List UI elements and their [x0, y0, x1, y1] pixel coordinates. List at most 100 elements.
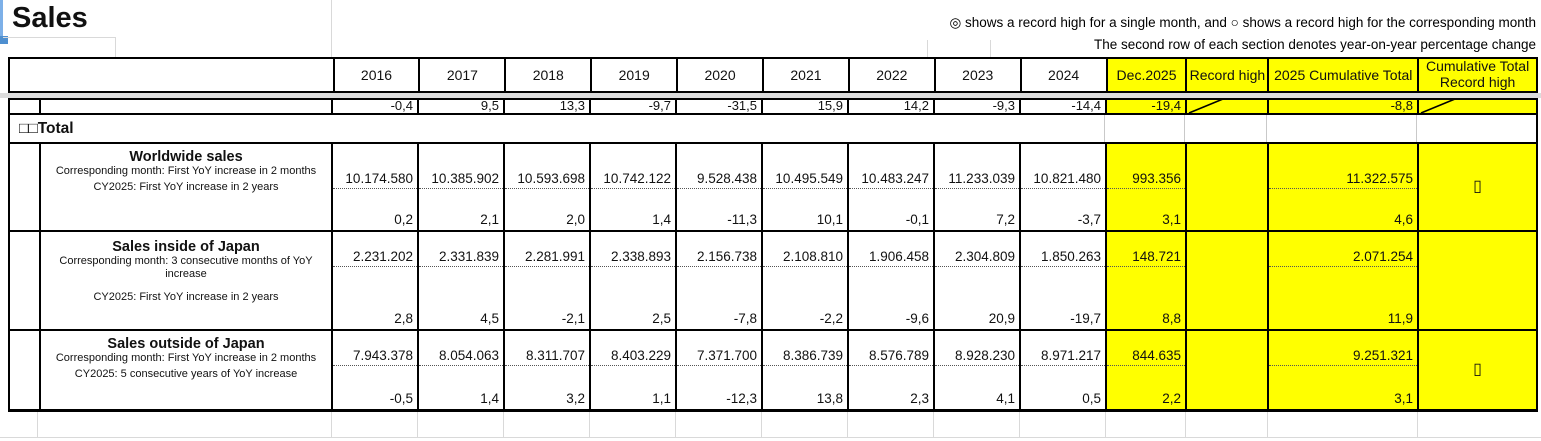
empty-cell[interactable] [1416, 115, 1535, 142]
empty-cell[interactable] [1184, 115, 1266, 142]
data-cell[interactable]: 10.385.902 2,1 [417, 144, 503, 230]
empty-cell[interactable] [1104, 115, 1184, 142]
dec-2025-cell[interactable]: 993.356 3,1 [1105, 144, 1185, 230]
yoy-value: -12,3 [726, 391, 757, 406]
yoy-cell[interactable]: -31,5 [675, 100, 761, 113]
cumulative-total-header[interactable]: 2025 Cumulative Total [1267, 59, 1418, 91]
dec-2025-cell[interactable]: 844.635 2,2 [1105, 331, 1185, 409]
gridline [927, 40, 928, 57]
data-cell[interactable]: 2.338.893 2,5 [589, 232, 675, 329]
value: 2.304.809 [935, 232, 1019, 267]
freeze-split-bar[interactable] [0, 93, 10, 98]
yoy-cell[interactable]: 13,3 [503, 100, 589, 113]
data-cell[interactable]: 10.742.122 1,4 [589, 144, 675, 230]
data-cell[interactable]: 2.304.809 20,9 [933, 232, 1019, 329]
yoy-value: -19,7 [1070, 311, 1101, 326]
yoy-value: 7,2 [996, 212, 1015, 227]
year-header[interactable]: 2022 [847, 59, 934, 91]
selection-handle[interactable] [0, 36, 8, 44]
yoy-value: 3,2 [566, 391, 585, 406]
narrow-cell[interactable] [10, 100, 39, 113]
record-high-header[interactable]: Record high [1185, 59, 1268, 91]
dec-yoy-cell[interactable]: -19,4 [1105, 100, 1185, 113]
record-high-cell[interactable] [1185, 331, 1267, 409]
year-header[interactable]: 2018 [504, 59, 590, 91]
label-cell[interactable] [39, 100, 331, 113]
data-cell[interactable]: 8.928.230 4,1 [933, 331, 1019, 409]
cumulative-total-cell[interactable]: 9.251.321 3,1 [1267, 331, 1417, 409]
data-cell[interactable]: 9.528.438 -11,3 [675, 144, 761, 230]
record-high-cell[interactable] [1185, 144, 1267, 230]
cumulative-record-high-header[interactable]: Cumulative Total Record high [1417, 59, 1536, 91]
table-row: Sales outside of Japan Corresponding mont… [10, 331, 1536, 409]
data-cell[interactable]: 2.108.810 -2,2 [761, 232, 847, 329]
data-cell[interactable]: 2.231.202 2,8 [331, 232, 417, 329]
row-label-cell[interactable]: Sales inside of Japan Corresponding month… [39, 232, 331, 329]
data-cell[interactable]: 10.821.480 -3,7 [1019, 144, 1105, 230]
yoy-cell[interactable]: 14,2 [847, 100, 933, 113]
yoy-value: 13,3 [559, 100, 585, 113]
row-label-cell[interactable]: Worldwide sales Corresponding month: Firs… [39, 144, 331, 230]
cum-record-high-cell[interactable]: ▯ [1417, 144, 1536, 230]
data-cell[interactable]: 10.495.549 10,1 [761, 144, 847, 230]
data-cell[interactable]: 8.576.789 2,3 [847, 331, 933, 409]
yoy-value: 2,1 [480, 212, 499, 227]
year-header[interactable]: 2017 [418, 59, 504, 91]
cum-record-cell[interactable] [1417, 100, 1536, 113]
year-header[interactable]: 2021 [762, 59, 848, 91]
data-cell[interactable]: 8.054.063 1,4 [417, 331, 503, 409]
year-header[interactable]: 2020 [676, 59, 762, 91]
data-cell[interactable]: 8.971.217 0,5 [1019, 331, 1105, 409]
value: 8.386.739 [763, 331, 847, 366]
narrow-cell[interactable] [10, 331, 39, 409]
gridline [1267, 412, 1268, 437]
yoy-cell[interactable]: 9,5 [417, 100, 503, 113]
year-header[interactable]: 2024 [1019, 59, 1106, 91]
value: 11.233.039 [935, 144, 1019, 189]
cumulative-total-cell[interactable]: 2.071.254 11,9 [1267, 232, 1417, 329]
data-cell[interactable]: 2.156.738 -7,8 [675, 232, 761, 329]
data-cell[interactable]: 8.311.707 3,2 [503, 331, 589, 409]
value: 2.338.893 [591, 232, 675, 267]
value: 844.635 [1107, 331, 1185, 366]
data-cell[interactable]: 2.331.839 4,5 [417, 232, 503, 329]
record-high-cell[interactable] [1185, 100, 1267, 113]
yoy-value: 4,1 [996, 391, 1015, 406]
yoy-cell[interactable]: -14,4 [1019, 100, 1105, 113]
data-cell[interactable]: 1.850.263 -19,7 [1019, 232, 1105, 329]
yoy-value: -2,2 [819, 311, 843, 326]
yoy-cell[interactable]: 15,9 [761, 100, 847, 113]
year-header[interactable]: 2023 [933, 59, 1020, 91]
gridline [1019, 412, 1020, 437]
data-cell[interactable]: 7.943.378 -0,5 [331, 331, 417, 409]
corner-cell[interactable] [10, 59, 333, 91]
cum-record-high-cell[interactable] [1417, 232, 1536, 329]
year-header[interactable]: 2019 [590, 59, 676, 91]
data-cell[interactable]: 7.371.700 -12,3 [675, 331, 761, 409]
data-cell[interactable]: 11.233.039 7,2 [933, 144, 1019, 230]
cum-record-high-cell[interactable]: ▯ [1417, 331, 1536, 409]
dec-2025-cell[interactable]: 148.721 8,8 [1105, 232, 1185, 329]
data-cell[interactable]: 10.593.698 2,0 [503, 144, 589, 230]
narrow-cell[interactable] [10, 144, 39, 230]
yoy-cell[interactable]: -0,4 [331, 100, 417, 113]
yoy-cell[interactable]: -9,3 [933, 100, 1019, 113]
narrow-cell[interactable] [10, 232, 39, 329]
data-cell[interactable]: 8.403.229 1,1 [589, 331, 675, 409]
empty-cell[interactable] [1266, 115, 1416, 142]
cumulative-total-cell[interactable]: 11.322.575 4,6 [1267, 144, 1417, 230]
year-header[interactable]: 2016 [332, 59, 419, 91]
value: 10.821.480 [1021, 144, 1105, 189]
section-label-cell[interactable]: □□Total [19, 119, 74, 137]
data-cell[interactable]: 10.483.247 -0,1 [847, 144, 933, 230]
cum-yoy-cell[interactable]: -8,8 [1267, 100, 1417, 113]
record-high-cell[interactable] [1185, 232, 1267, 329]
data-cell[interactable]: 8.386.739 13,8 [761, 331, 847, 409]
data-cell[interactable]: 1.906.458 -9,6 [847, 232, 933, 329]
freeze-split-bar[interactable] [1534, 93, 1541, 98]
dec-2025-header[interactable]: Dec.2025 [1105, 59, 1186, 91]
data-cell[interactable]: 2.281.991 -2,1 [503, 232, 589, 329]
yoy-cell[interactable]: -9,7 [589, 100, 675, 113]
row-label-cell[interactable]: Sales outside of Japan Corresponding mont… [39, 331, 331, 409]
data-cell[interactable]: 10.174.580 0,2 [331, 144, 417, 230]
